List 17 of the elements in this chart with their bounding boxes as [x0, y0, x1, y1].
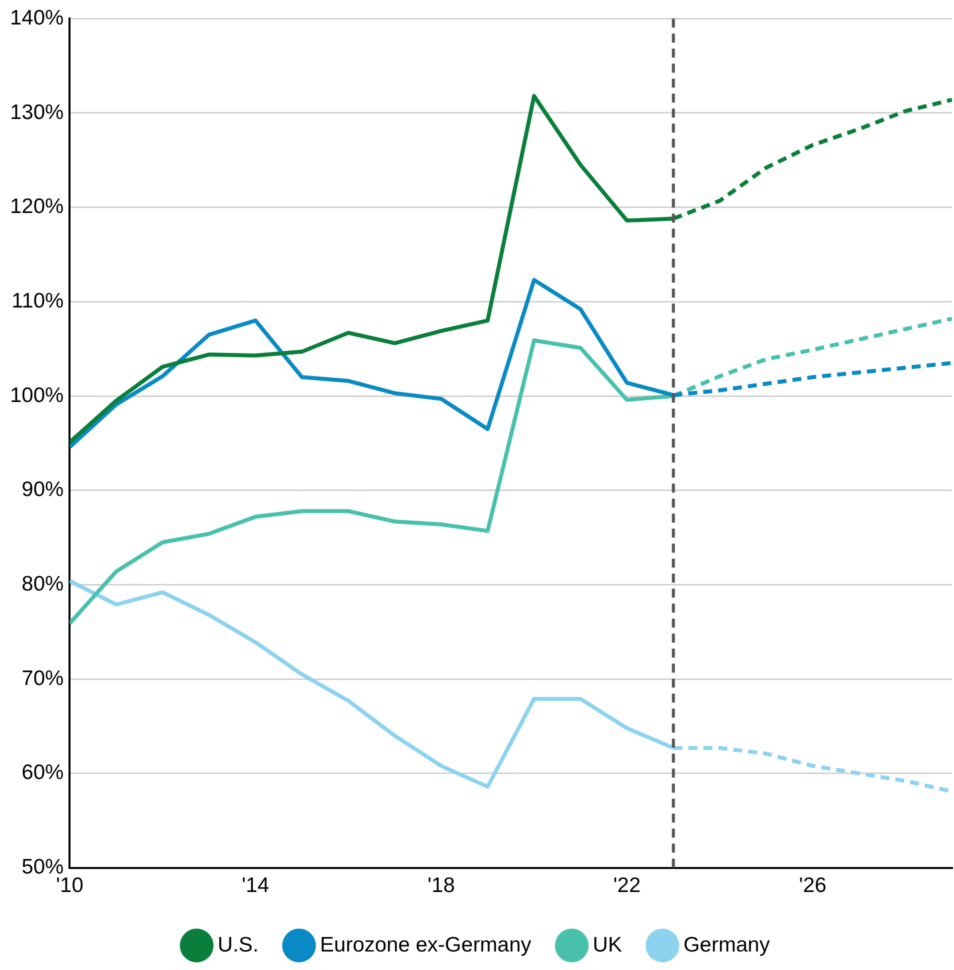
x-tick-label: '14	[242, 874, 270, 898]
y-tick-label: 120%	[10, 195, 64, 218]
y-tick-label: 90%	[22, 478, 64, 502]
legend-label: Eurozone ex-Germany	[320, 933, 532, 956]
y-tick-label: 100%	[10, 384, 64, 407]
legend-label: UK	[592, 933, 622, 956]
y-tick-label: 140%	[10, 6, 64, 30]
legend-label: Germany	[683, 933, 770, 956]
x-tick-label: '22	[613, 874, 641, 898]
y-tick-label: 130%	[10, 100, 64, 124]
y-tick-label: 60%	[22, 761, 64, 784]
y-tick-label: 70%	[22, 666, 64, 690]
y-tick-label: 110%	[12, 289, 64, 312]
x-tick-label: '26	[799, 874, 826, 898]
y-tick-label: 80%	[22, 572, 64, 596]
legend-label: U.S.	[218, 933, 259, 956]
x-tick-label: '18	[428, 874, 455, 898]
